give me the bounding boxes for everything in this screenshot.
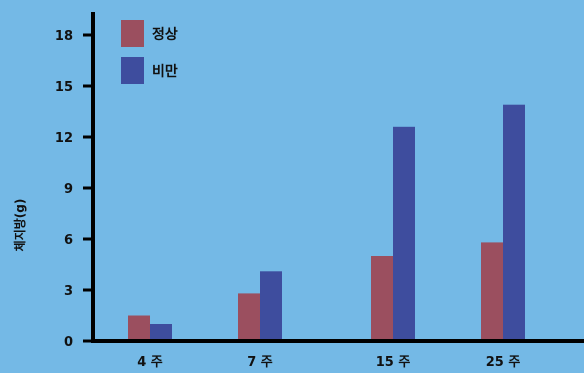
x-axis: 4 주 7 주 15 주 25 주 xyxy=(91,339,584,370)
y-tick-label: 15 xyxy=(55,80,73,95)
bar-obese xyxy=(393,126,415,341)
legend-swatch xyxy=(121,20,144,47)
legend-swatch xyxy=(121,57,144,84)
y-tick-label: 9 xyxy=(64,182,73,197)
bar-obese xyxy=(260,271,282,341)
y-tick-label: 0 xyxy=(64,335,73,350)
legend-label: 비만 xyxy=(152,64,178,80)
x-tick-label: 7 주 xyxy=(247,355,273,370)
y-tick-label: 3 xyxy=(64,284,73,299)
bar-obese xyxy=(503,104,525,341)
legend-label: 정상 xyxy=(152,26,178,43)
bar-normal xyxy=(371,256,393,341)
y-axis: 0 3 6 9 12 15 18 xyxy=(55,12,95,350)
y-axis-label: 체지방(g) xyxy=(12,199,27,252)
bar-normal xyxy=(481,242,503,341)
y-tick-label: 18 xyxy=(55,29,73,44)
x-tick-label: 4 주 xyxy=(137,355,163,370)
x-tick-label: 25 주 xyxy=(486,355,521,370)
bars xyxy=(128,104,525,341)
y-tick-label: 6 xyxy=(64,233,73,248)
bar-normal xyxy=(238,293,260,341)
bar-normal xyxy=(128,315,150,341)
x-tick-label: 15 주 xyxy=(376,355,411,370)
bar-obese xyxy=(150,324,172,341)
y-tick-label: 12 xyxy=(55,131,73,146)
